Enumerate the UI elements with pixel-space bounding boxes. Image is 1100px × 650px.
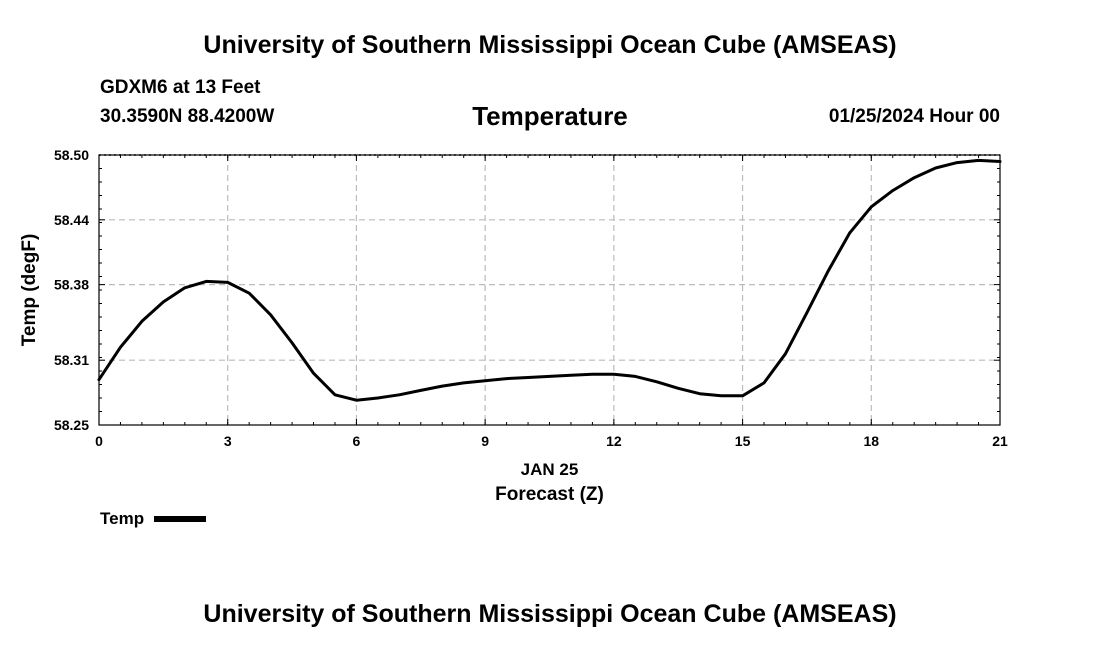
- axis-ticks: [98, 154, 1001, 426]
- x-tick-label: 12: [606, 433, 622, 449]
- forecast-datetime: 01/25/2024 Hour 00: [828, 106, 1000, 127]
- y-tick-label: 58.25: [54, 417, 89, 433]
- y-tick-label: 58.31: [54, 352, 89, 368]
- legend-swatch: [154, 516, 207, 522]
- legend: Temp: [100, 509, 207, 529]
- x-tick-label: 6: [353, 433, 361, 449]
- y-tick-label: 58.50: [54, 147, 89, 163]
- x-tick-label: 21: [992, 433, 1008, 449]
- page-title: University of Southern Mississippi Ocean…: [203, 31, 897, 59]
- series-line-temp: [97, 158, 1002, 402]
- y-tick-label: 58.44: [54, 212, 89, 228]
- y-axis-label: Temp (degF): [19, 234, 40, 347]
- x-tick-label: 0: [95, 433, 103, 449]
- x-tick-label: 3: [224, 433, 232, 449]
- footer-title: University of Southern Mississippi Ocean…: [203, 600, 897, 628]
- x-tick-label: 15: [735, 433, 751, 449]
- chart-title: Temperature: [472, 101, 628, 131]
- x-axis-date-label: JAN 25: [521, 460, 579, 479]
- x-tick-label: 18: [863, 433, 879, 449]
- legend-label: Temp: [100, 509, 145, 528]
- station-coordinates: 30.3590N 88.4200W: [100, 106, 275, 127]
- station-name: GDXM6 at 13 Feet: [100, 77, 261, 98]
- y-tick-label: 58.38: [54, 277, 89, 293]
- series-layer: [97, 158, 1002, 402]
- x-axis-label: Forecast (Z): [495, 484, 604, 505]
- x-tick-label: 9: [481, 433, 489, 449]
- tick-labels: 0 3 6 9 12 15 18 21 58.25 58.31 58.38 58.44 58.50: [54, 147, 1008, 449]
- plot-frame: [98, 154, 1001, 426]
- grid: [99, 154, 1000, 425]
